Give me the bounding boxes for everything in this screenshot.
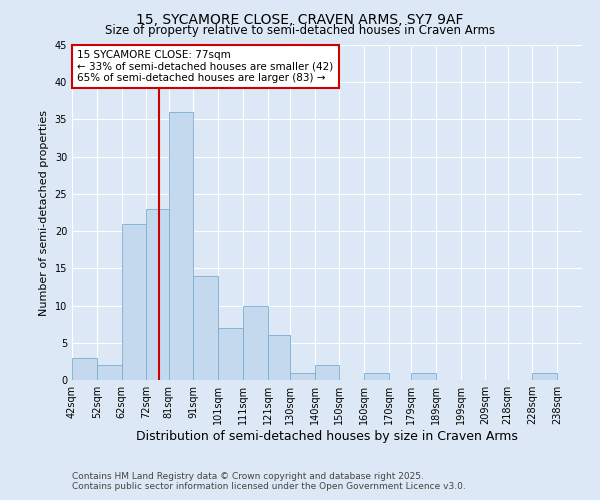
Y-axis label: Number of semi-detached properties: Number of semi-detached properties	[39, 110, 49, 316]
Bar	[72, 358, 97, 380]
X-axis label: Distribution of semi-detached houses by size in Craven Arms: Distribution of semi-detached houses by …	[136, 430, 518, 443]
Bar	[218, 328, 243, 380]
Bar	[532, 372, 557, 380]
Bar	[122, 224, 146, 380]
Bar	[364, 372, 389, 380]
Text: 15, SYCAMORE CLOSE, CRAVEN ARMS, SY7 9AF: 15, SYCAMORE CLOSE, CRAVEN ARMS, SY7 9AF	[136, 12, 464, 26]
Bar	[146, 209, 169, 380]
Bar	[411, 372, 436, 380]
Bar	[314, 365, 340, 380]
Bar	[243, 306, 268, 380]
Bar	[97, 365, 122, 380]
Text: Contains HM Land Registry data © Crown copyright and database right 2025.
Contai: Contains HM Land Registry data © Crown c…	[72, 472, 466, 491]
Bar	[169, 112, 193, 380]
Bar	[268, 336, 290, 380]
Text: 15 SYCAMORE CLOSE: 77sqm
← 33% of semi-detached houses are smaller (42)
65% of s: 15 SYCAMORE CLOSE: 77sqm ← 33% of semi-d…	[77, 50, 334, 83]
Bar	[193, 276, 218, 380]
Bar	[290, 372, 314, 380]
Text: Size of property relative to semi-detached houses in Craven Arms: Size of property relative to semi-detach…	[105, 24, 495, 37]
